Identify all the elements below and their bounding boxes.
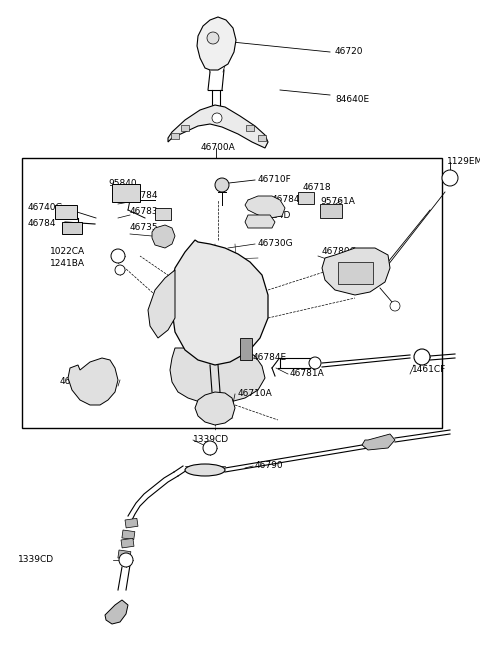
Bar xyxy=(155,208,171,220)
Text: 46781A: 46781A xyxy=(290,369,325,379)
Polygon shape xyxy=(197,17,236,70)
Bar xyxy=(118,550,131,560)
Bar xyxy=(122,530,135,540)
Polygon shape xyxy=(105,600,128,624)
Ellipse shape xyxy=(185,464,225,476)
Bar xyxy=(240,338,252,360)
Text: 95761A: 95761A xyxy=(320,197,355,207)
Text: 46784B: 46784B xyxy=(272,195,307,205)
Text: 95840: 95840 xyxy=(108,180,137,188)
Polygon shape xyxy=(195,392,235,425)
Text: 46780C: 46780C xyxy=(322,247,357,256)
Bar xyxy=(298,192,314,204)
Text: 46700A: 46700A xyxy=(201,144,235,152)
Bar xyxy=(258,135,266,141)
Circle shape xyxy=(203,441,217,455)
Polygon shape xyxy=(245,196,285,218)
Bar xyxy=(338,262,373,284)
Text: 1129EM: 1129EM xyxy=(447,157,480,167)
Circle shape xyxy=(115,265,125,275)
Circle shape xyxy=(111,249,125,263)
Text: 1339CD: 1339CD xyxy=(193,436,229,445)
Polygon shape xyxy=(168,105,268,148)
Text: 46730G: 46730G xyxy=(258,239,294,249)
Circle shape xyxy=(215,178,229,192)
Text: 46770B: 46770B xyxy=(60,377,95,386)
Bar xyxy=(121,539,134,548)
Bar xyxy=(320,204,342,218)
Text: 46720: 46720 xyxy=(335,47,363,56)
Polygon shape xyxy=(148,270,175,338)
Bar xyxy=(246,125,254,131)
Circle shape xyxy=(207,32,219,44)
Circle shape xyxy=(212,113,222,123)
Bar xyxy=(22,158,442,428)
Text: 84640E: 84640E xyxy=(335,96,369,104)
Bar xyxy=(62,222,82,234)
Text: 46790: 46790 xyxy=(255,462,284,470)
Bar xyxy=(171,133,179,139)
Circle shape xyxy=(309,357,321,369)
Text: 46740G: 46740G xyxy=(28,203,63,213)
Bar xyxy=(112,184,140,202)
Text: 46735: 46735 xyxy=(130,224,158,232)
Text: 46710F: 46710F xyxy=(258,176,292,184)
Bar xyxy=(181,125,189,131)
Polygon shape xyxy=(152,225,175,248)
Text: 1461CF: 1461CF xyxy=(412,365,446,375)
Text: 46710A: 46710A xyxy=(238,390,273,398)
Polygon shape xyxy=(245,215,275,228)
Circle shape xyxy=(390,301,400,311)
Polygon shape xyxy=(170,240,268,365)
Text: 46784: 46784 xyxy=(28,220,57,228)
Text: 46784E: 46784E xyxy=(253,354,287,363)
Polygon shape xyxy=(170,346,265,404)
Polygon shape xyxy=(68,358,118,405)
Circle shape xyxy=(442,170,458,186)
Circle shape xyxy=(119,553,133,567)
Bar xyxy=(125,518,138,528)
Polygon shape xyxy=(322,248,390,295)
Text: 1339CD: 1339CD xyxy=(18,556,54,565)
Text: 1241BA: 1241BA xyxy=(50,260,85,268)
Text: 1022CA: 1022CA xyxy=(50,247,85,256)
Polygon shape xyxy=(362,434,395,450)
Text: 46783: 46783 xyxy=(130,207,158,216)
Text: 46784: 46784 xyxy=(130,192,158,201)
Text: 46784D: 46784D xyxy=(256,211,291,220)
Text: 46718: 46718 xyxy=(303,184,332,192)
Bar xyxy=(55,205,77,219)
Circle shape xyxy=(414,349,430,365)
